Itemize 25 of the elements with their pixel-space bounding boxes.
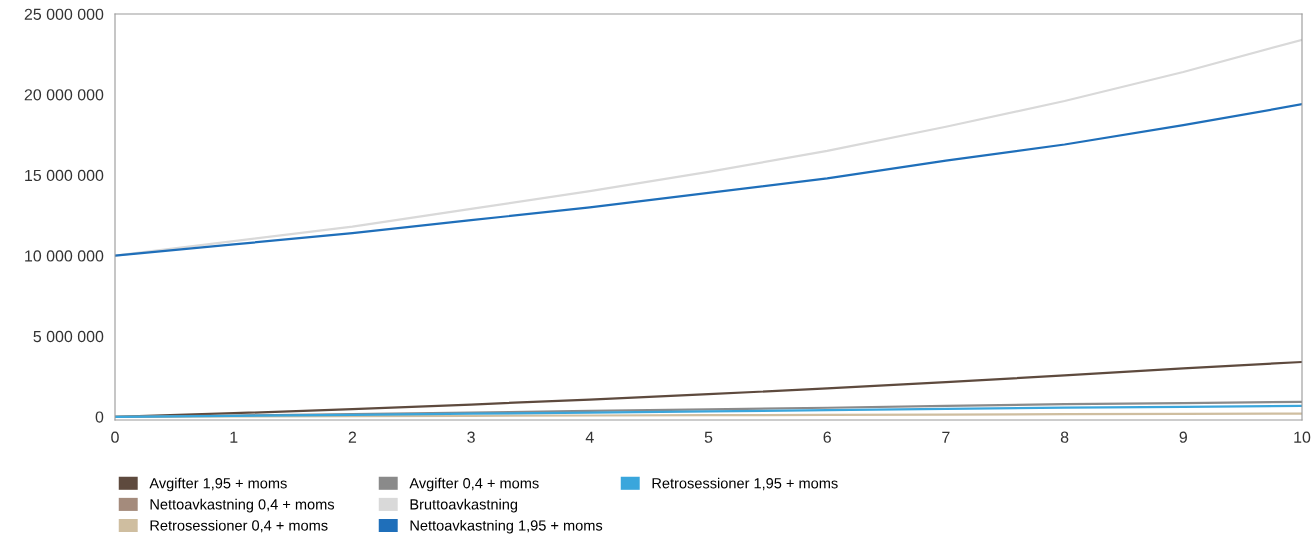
x-tick-label: 8 — [1060, 431, 1069, 443]
x-tick-label: 4 — [585, 431, 594, 443]
x-tick-label: 1 — [230, 431, 238, 443]
x-tick-label: 9 — [1179, 431, 1187, 443]
x-tick-label: 7 — [942, 431, 950, 443]
y-tick-label: 5 000 000 — [33, 330, 104, 343]
legend-label: Retrosessioner 0,4 + moms — [150, 519, 328, 533]
x-tick-label: 5 — [704, 431, 713, 443]
x-tick-label: 3 — [467, 431, 475, 443]
line-series — [115, 103, 1302, 257]
legend-label: Avgifter 0,4 + moms — [409, 477, 539, 492]
x-tick-label: 6 — [823, 431, 831, 443]
legend-label: Avgifter 1,95 + moms — [149, 477, 287, 492]
legend-label: Nettoavkastning 1,95 + moms — [410, 519, 603, 534]
y-tick-label: 10 000 000 — [25, 250, 104, 262]
x-tick-label: 10 — [1294, 431, 1311, 443]
legend-label: Nettoavkastning 0,4 + moms — [150, 498, 335, 513]
legend-label: Retrosessioner 1,95 + moms — [652, 477, 838, 491]
x-tick-label: 2 — [348, 431, 357, 443]
y-tick-label: 25 000 000 — [24, 8, 104, 20]
x-tick-label: 0 — [111, 431, 119, 443]
y-tick-label: 20 000 000 — [24, 89, 104, 101]
y-tick-label: 0 — [95, 411, 104, 423]
y-tick-label: 15 000 000 — [25, 169, 104, 182]
legend-label: Bruttoavkastning — [410, 498, 518, 513]
